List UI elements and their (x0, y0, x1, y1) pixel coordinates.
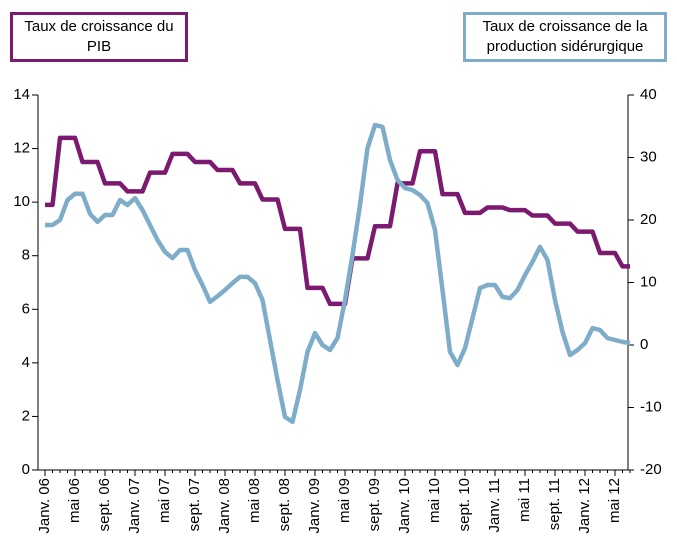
data-line (45, 135, 630, 307)
y-tick-label: 0 (22, 461, 30, 478)
y2-tick-label: 20 (640, 211, 657, 228)
y-tick-label: 6 (22, 300, 30, 317)
x-tick-label: sept. 07 (186, 478, 203, 531)
x-tick-label: Janv. 09 (306, 478, 323, 534)
y-tick-label: 4 (22, 354, 30, 371)
y2-tick-label: -10 (640, 398, 662, 415)
y2-tick-label: 0 (640, 336, 648, 353)
y2-tick-label: 10 (640, 273, 657, 290)
x-tick-label: Janv. 11 (486, 478, 503, 532)
data-line (45, 122, 631, 425)
x-tick-label: mai 11 (516, 478, 533, 522)
x-tick-label: mai 12 (606, 478, 623, 523)
x-tick-label: sept. 11 (546, 478, 563, 530)
x-tick-label: Janv. 12 (576, 478, 593, 534)
x-tick-label: sept. 09 (366, 478, 383, 531)
y-tick-label: 10 (13, 193, 30, 210)
x-tick-label: sept. 10 (456, 478, 473, 531)
y2-tick-label: 40 (640, 86, 657, 103)
x-tick-label: mai 09 (336, 478, 353, 523)
legend-entry: Taux de croissance du PIB (10, 12, 188, 62)
y-tick-label: 8 (22, 247, 30, 264)
y-tick-label: 12 (13, 140, 30, 157)
y-tick-label: 14 (13, 86, 30, 103)
legend-entry: Taux de croissance de la production sidé… (463, 12, 667, 62)
x-tick-label: mai 06 (66, 478, 83, 523)
x-tick-label: Janv. 06 (36, 478, 53, 534)
x-tick-label: mai 07 (156, 478, 173, 523)
y2-tick-label: 30 (640, 148, 657, 165)
x-tick-label: sept. 06 (96, 478, 113, 531)
x-tick-label: mai 08 (246, 478, 263, 523)
y-tick-label: 2 (22, 407, 30, 424)
x-tick-label: Janv. 07 (126, 478, 143, 534)
x-tick-label: mai 10 (426, 478, 443, 523)
y2-tick-label: -20 (640, 461, 662, 478)
x-tick-label: Janv. 10 (396, 478, 413, 534)
x-tick-label: sept. 08 (276, 478, 293, 531)
x-tick-label: Janv. 08 (216, 478, 233, 534)
